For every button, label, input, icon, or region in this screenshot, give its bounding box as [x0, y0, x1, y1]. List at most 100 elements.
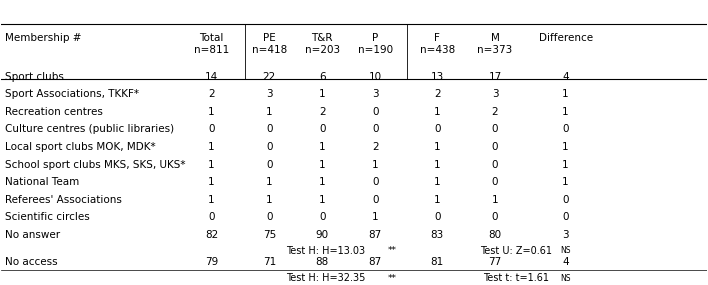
Text: 2: 2 — [208, 89, 215, 99]
Text: School sport clubs MKS, SKS, UKS*: School sport clubs MKS, SKS, UKS* — [5, 160, 185, 170]
Text: 1: 1 — [319, 89, 326, 99]
Text: Scientific circles: Scientific circles — [5, 212, 90, 222]
Text: 0: 0 — [319, 124, 326, 134]
Text: T&R
n=203: T&R n=203 — [304, 33, 340, 55]
Text: 4: 4 — [562, 72, 569, 82]
Text: 0: 0 — [562, 195, 569, 205]
Text: 17: 17 — [489, 72, 502, 82]
Text: 2: 2 — [434, 89, 440, 99]
Text: 1: 1 — [562, 142, 569, 152]
Text: 79: 79 — [205, 257, 218, 267]
Text: 1: 1 — [372, 160, 379, 170]
Text: 0: 0 — [492, 177, 498, 187]
Text: 1: 1 — [208, 160, 215, 170]
Text: NS: NS — [561, 247, 571, 255]
Text: PE
n=418: PE n=418 — [252, 33, 287, 55]
Text: 0: 0 — [562, 124, 569, 134]
Text: 0: 0 — [434, 124, 440, 134]
Text: P
n=190: P n=190 — [358, 33, 393, 55]
Text: Sport Associations, TKKF*: Sport Associations, TKKF* — [5, 89, 139, 99]
Text: 13: 13 — [430, 72, 444, 82]
Text: 1: 1 — [434, 142, 440, 152]
Text: 0: 0 — [266, 142, 273, 152]
Text: 2: 2 — [319, 107, 326, 117]
Text: 1: 1 — [492, 195, 498, 205]
Text: 0: 0 — [492, 212, 498, 222]
Text: 77: 77 — [489, 257, 502, 267]
Text: National Team: National Team — [5, 177, 79, 187]
Text: Difference: Difference — [539, 33, 593, 43]
Text: 0: 0 — [208, 124, 215, 134]
Text: 87: 87 — [369, 257, 382, 267]
Text: Referees' Associations: Referees' Associations — [5, 195, 122, 205]
Text: Recreation centres: Recreation centres — [5, 107, 103, 117]
Text: 14: 14 — [205, 72, 218, 82]
Text: 82: 82 — [205, 230, 218, 240]
Text: 1: 1 — [208, 195, 215, 205]
Text: 3: 3 — [372, 89, 379, 99]
Text: 75: 75 — [263, 230, 276, 240]
Text: 0: 0 — [492, 160, 498, 170]
Text: 1: 1 — [319, 142, 326, 152]
Text: Culture centres (public libraries): Culture centres (public libraries) — [5, 124, 174, 134]
Text: Membership #: Membership # — [5, 33, 81, 43]
Text: 1: 1 — [208, 107, 215, 117]
Text: 0: 0 — [372, 107, 378, 117]
Text: 80: 80 — [489, 230, 501, 240]
Text: **: ** — [388, 247, 397, 255]
Text: 1: 1 — [434, 195, 440, 205]
Text: 10: 10 — [369, 72, 382, 82]
Text: M
n=373: M n=373 — [477, 33, 513, 55]
Text: 0: 0 — [372, 124, 378, 134]
Text: 0: 0 — [319, 212, 326, 222]
Text: Sport clubs: Sport clubs — [5, 72, 64, 82]
Text: 1: 1 — [319, 195, 326, 205]
Text: 1: 1 — [266, 107, 273, 117]
Text: 1: 1 — [319, 177, 326, 187]
Text: 83: 83 — [430, 230, 444, 240]
Text: F
n=438: F n=438 — [420, 33, 455, 55]
Text: Local sport clubs MOK, MDK*: Local sport clubs MOK, MDK* — [5, 142, 156, 152]
Text: 1: 1 — [562, 107, 569, 117]
Text: 4: 4 — [562, 257, 569, 267]
Text: No access: No access — [5, 257, 57, 267]
Text: 2: 2 — [372, 142, 379, 152]
Text: 0: 0 — [266, 160, 273, 170]
Text: 87: 87 — [369, 230, 382, 240]
Text: 0: 0 — [372, 177, 378, 187]
Text: 1: 1 — [266, 195, 273, 205]
Text: 1: 1 — [208, 177, 215, 187]
Text: 1: 1 — [319, 160, 326, 170]
Text: 88: 88 — [316, 257, 329, 267]
Text: NS: NS — [561, 274, 571, 283]
Text: 0: 0 — [372, 195, 378, 205]
Text: 81: 81 — [430, 257, 444, 267]
Text: 0: 0 — [562, 212, 569, 222]
Text: 1: 1 — [434, 107, 440, 117]
Text: Test t: t=1.61: Test t: t=1.61 — [483, 273, 549, 283]
Text: Test U: Z=0.61: Test U: Z=0.61 — [480, 246, 552, 256]
Text: Test H: H=32.35: Test H: H=32.35 — [286, 273, 365, 283]
Text: 0: 0 — [208, 212, 215, 222]
Text: No answer: No answer — [5, 230, 60, 240]
Text: 3: 3 — [266, 89, 273, 99]
Text: 1: 1 — [562, 177, 569, 187]
Text: 1: 1 — [562, 89, 569, 99]
Text: 1: 1 — [372, 212, 379, 222]
Text: 1: 1 — [434, 177, 440, 187]
Text: 3: 3 — [562, 230, 569, 240]
Text: 1: 1 — [562, 160, 569, 170]
Text: 1: 1 — [434, 160, 440, 170]
Text: 2: 2 — [492, 107, 498, 117]
Text: 0: 0 — [266, 212, 273, 222]
Text: 71: 71 — [263, 257, 276, 267]
Text: 0: 0 — [492, 124, 498, 134]
Text: 0: 0 — [492, 142, 498, 152]
Text: 90: 90 — [316, 230, 329, 240]
Text: 3: 3 — [492, 89, 498, 99]
Text: 1: 1 — [266, 177, 273, 187]
Text: **: ** — [388, 274, 397, 283]
Text: Total
n=811: Total n=811 — [194, 33, 229, 55]
Text: 1: 1 — [208, 142, 215, 152]
Text: 22: 22 — [263, 72, 276, 82]
